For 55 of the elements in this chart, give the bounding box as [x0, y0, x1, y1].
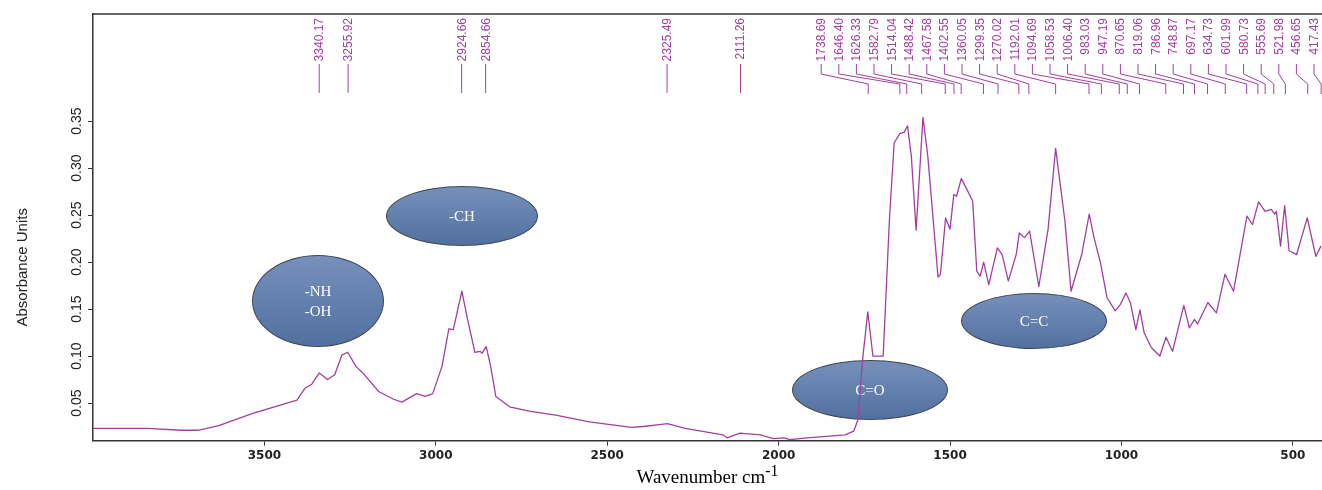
y-tick-label: 0.10	[67, 342, 84, 370]
annotation: 3255.92	[341, 17, 356, 62]
oval-callout: -NH -OH	[252, 255, 384, 347]
annotation: 697.17	[1183, 17, 1198, 55]
annotation: 1402.55	[937, 17, 952, 62]
annotation: 786.96	[1148, 17, 1163, 55]
annotation: 2924.66	[454, 17, 469, 62]
annotation: 601.99	[1219, 17, 1233, 55]
y-tick-label: 0.15	[67, 295, 84, 323]
annotation: 580.73	[1236, 17, 1251, 55]
x-tick-label: 3500	[247, 447, 282, 462]
oval-callout: C=C	[961, 293, 1107, 349]
annotation: 555.69	[1254, 17, 1269, 55]
y-tick-label: 0.20	[67, 248, 84, 276]
annotation: 2325.49	[660, 17, 675, 62]
x-tick-label: 3000	[419, 447, 453, 462]
annotation: 1006.40	[1060, 17, 1075, 62]
x-tick-label: 2500	[590, 447, 624, 462]
annotation: 1192.01	[1007, 17, 1022, 61]
annotation: 1514.04	[884, 17, 899, 62]
annotation: 456.65	[1289, 17, 1304, 55]
annotation: 819.06	[1131, 17, 1145, 55]
annotation: 1488.42	[902, 17, 917, 62]
annotation: 1582.79	[867, 17, 881, 62]
annotation: 748.87	[1166, 17, 1181, 55]
y-tick-label: 0.25	[67, 201, 84, 229]
annotation: 1467.58	[919, 17, 934, 62]
y-tick-label: 0.35	[67, 107, 84, 135]
annotation: 2111.26	[733, 17, 748, 60]
annotation: 983.03	[1078, 17, 1093, 55]
annotation: 870.65	[1113, 17, 1128, 55]
annotation: 3340.17	[312, 17, 327, 62]
annotation: 1360.05	[955, 17, 969, 62]
x-tick-label: 1000	[1104, 447, 1139, 462]
annotation: 521.98	[1271, 17, 1286, 55]
y-axis-title: Absorbance Units	[13, 208, 31, 327]
x-tick-label: 2000	[761, 447, 796, 462]
annotation: 1094.69	[1025, 17, 1040, 62]
annotation: 1058.53	[1043, 17, 1057, 62]
annotation: 1270.02	[990, 17, 1005, 62]
annotation: 1299.35	[972, 17, 987, 62]
y-tick-label: 0.05	[67, 389, 84, 417]
x-tick-label: 500	[1280, 447, 1306, 462]
oval-callout: -CH	[386, 186, 538, 246]
annotation: 1646.40	[831, 17, 846, 62]
y-tick-label: 0.30	[67, 154, 84, 182]
annotation: 634.73	[1201, 17, 1216, 55]
annotation: 947.19	[1095, 17, 1110, 55]
annotation: 417.43	[1307, 17, 1321, 55]
annotation: 1738.69	[814, 17, 829, 62]
x-axis-title: Wavenumber cm$^{-1}$	[635, 462, 780, 489]
annotation: 1626.33	[849, 17, 864, 62]
x-tick-label: 1500	[933, 447, 967, 462]
oval-callout: C=O	[792, 360, 948, 420]
annotation: 2854.66	[478, 17, 493, 62]
